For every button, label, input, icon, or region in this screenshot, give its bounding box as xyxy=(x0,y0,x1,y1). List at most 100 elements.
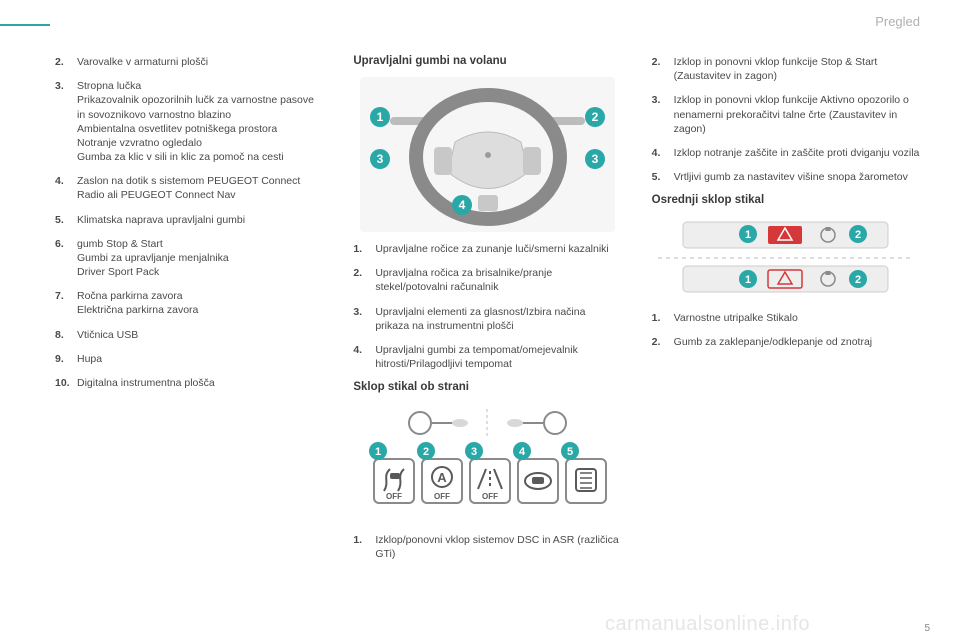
badge-2: 2 xyxy=(592,110,599,124)
svg-text:3: 3 xyxy=(471,446,477,458)
item-text: Zaslon na dotik s sistemom PEUGEOT Conne… xyxy=(77,174,323,202)
item-text: Izklop in ponovni vklop funkcije Aktivno… xyxy=(674,93,920,136)
badge-3l: 3 xyxy=(377,152,384,166)
item-number: 2. xyxy=(652,55,674,83)
item-number: 10. xyxy=(55,376,77,390)
item-text: Varovalke v armaturni plošči xyxy=(77,55,323,69)
item-number: 8. xyxy=(55,328,77,342)
list-item: 6.gumb Stop & StartGumbi za upravljanje … xyxy=(55,237,323,280)
center-switches-figure: 1 2 1 2 xyxy=(652,216,920,301)
watermark: carmanualsonline.info xyxy=(605,613,810,636)
list-item: 4.Upravljalni gumbi za tempomat/omejeval… xyxy=(353,343,621,371)
list-item: 9.Hupa xyxy=(55,352,323,366)
item-number: 2. xyxy=(353,266,375,294)
item-text: Izklop/ponovni vklop sistemov DSC in ASR… xyxy=(375,533,621,561)
list-item: 2.Varovalke v armaturni plošči xyxy=(55,55,323,69)
list-item: 1.Varnostne utripalke Stikalo xyxy=(652,311,920,325)
cb-2b: 2 xyxy=(855,274,861,286)
item-text: Upravljalni gumbi za tempomat/omejevalni… xyxy=(375,343,621,371)
list-item: 1.Izklop/ponovni vklop sistemov DSC in A… xyxy=(353,533,621,561)
steering-wheel-figure: 1 2 3 3 4 xyxy=(353,77,621,232)
item-text: Klimatska naprava upravljalni gumbi xyxy=(77,213,323,227)
svg-text:A: A xyxy=(437,470,447,485)
list-item: 3.Izklop in ponovni vklop funkcije Aktiv… xyxy=(652,93,920,136)
item-text: Vrtljivi gumb za nastavitev višine snopa… xyxy=(674,170,920,184)
cb-1b: 1 xyxy=(745,274,751,286)
col1-list: 2.Varovalke v armaturni plošči3.Stropna … xyxy=(55,55,323,390)
item-number: 4. xyxy=(353,343,375,371)
badge-1: 1 xyxy=(377,110,384,124)
item-number: 1. xyxy=(353,242,375,256)
item-text: gumb Stop & StartGumbi za upravljanje me… xyxy=(77,237,323,280)
item-text: Vtičnica USB xyxy=(77,328,323,342)
item-number: 2. xyxy=(55,55,77,69)
item-number: 1. xyxy=(652,311,674,325)
side-switches-svg: OFF A OFF OFF 1 2 3 4 5 xyxy=(360,403,615,523)
page-section-title: Pregled xyxy=(875,14,920,29)
column-2: Upravljalni gumbi na volanu 1 xyxy=(353,55,621,572)
center-switches-svg: 1 2 1 2 xyxy=(658,216,913,301)
item-number: 5. xyxy=(55,213,77,227)
list-item: 8.Vtičnica USB xyxy=(55,328,323,342)
side-list: 1.Izklop/ponovni vklop sistemov DSC in A… xyxy=(353,533,621,561)
svg-text:5: 5 xyxy=(567,446,573,458)
item-text: Upravljalni elementi za glasnost/Izbira … xyxy=(375,305,621,333)
badge-3r: 3 xyxy=(592,152,599,166)
list-item: 2.Izklop in ponovni vklop funkcije Stop … xyxy=(652,55,920,83)
svg-text:2: 2 xyxy=(423,446,429,458)
cb-2t: 2 xyxy=(855,229,861,241)
list-item: 5.Vrtljivi gumb za nastavitev višine sno… xyxy=(652,170,920,184)
page-number: 5 xyxy=(924,623,930,634)
item-text: Ročna parkirna zavoraElektrična parkirna… xyxy=(77,289,323,317)
item-number: 7. xyxy=(55,289,77,317)
svg-text:4: 4 xyxy=(519,446,526,458)
item-text: Upravljalne ročice za zunanje luči/smern… xyxy=(375,242,621,256)
svg-text:1: 1 xyxy=(375,446,381,458)
item-number: 3. xyxy=(652,93,674,136)
list-item: 4.Zaslon na dotik s sistemom PEUGEOT Con… xyxy=(55,174,323,202)
svg-text:OFF: OFF xyxy=(434,492,450,501)
content-columns: 2.Varovalke v armaturni plošči3.Stropna … xyxy=(55,55,920,572)
list-item: 5.Klimatska naprava upravljalni gumbi xyxy=(55,213,323,227)
list-item: 3.Stropna lučkaPrikazovalnik opozorilnih… xyxy=(55,79,323,164)
list-item: 1.Upravljalne ročice za zunanje luči/sme… xyxy=(353,242,621,256)
item-number: 4. xyxy=(55,174,77,202)
svg-text:OFF: OFF xyxy=(482,492,498,501)
item-number: 6. xyxy=(55,237,77,280)
badge-4: 4 xyxy=(459,198,466,212)
item-number: 3. xyxy=(353,305,375,333)
center-list: 1.Varnostne utripalke Stikalo2.Gumb za z… xyxy=(652,311,920,349)
item-text: Gumb za zaklepanje/odklepanje od znotraj xyxy=(674,335,920,349)
item-number: 9. xyxy=(55,352,77,366)
item-number: 5. xyxy=(652,170,674,184)
wheel-list: 1.Upravljalne ročice za zunanje luči/sme… xyxy=(353,242,621,371)
list-item: 3.Upravljalni elementi za glasnost/Izbir… xyxy=(353,305,621,333)
column-3: 2.Izklop in ponovni vklop funkcije Stop … xyxy=(652,55,920,572)
item-text: Izklop notranje zaščite in zaščite proti… xyxy=(674,146,920,160)
item-number: 1. xyxy=(353,533,375,561)
header-accent-line xyxy=(0,24,50,26)
column-1: 2.Varovalke v armaturni plošči3.Stropna … xyxy=(55,55,323,572)
item-text: Digitalna instrumentna plošča xyxy=(77,376,323,390)
item-number: 3. xyxy=(55,79,77,164)
item-text: Varnostne utripalke Stikalo xyxy=(674,311,920,325)
item-text: Upravljalna ročica za brisalnike/pranje … xyxy=(375,266,621,294)
list-item: 2.Upravljalna ročica za brisalnike/pranj… xyxy=(353,266,621,294)
item-text: Hupa xyxy=(77,352,323,366)
steering-wheel-svg: 1 2 3 3 4 xyxy=(360,77,615,232)
svg-text:OFF: OFF xyxy=(386,492,402,501)
section-title-side: Sklop stikal ob strani xyxy=(353,381,621,393)
cb-1t: 1 xyxy=(745,229,751,241)
side-switches-figure: OFF A OFF OFF 1 2 3 4 5 xyxy=(353,403,621,523)
list-item: 4.Izklop notranje zaščite in zaščite pro… xyxy=(652,146,920,160)
item-text: Stropna lučkaPrikazovalnik opozorilnih l… xyxy=(77,79,323,164)
section-title-wheel: Upravljalni gumbi na volanu xyxy=(353,55,621,67)
section-title-center: Osrednji sklop stikal xyxy=(652,194,920,206)
col3-top-list: 2.Izklop in ponovni vklop funkcije Stop … xyxy=(652,55,920,184)
item-number: 2. xyxy=(652,335,674,349)
item-number: 4. xyxy=(652,146,674,160)
list-item: 7.Ročna parkirna zavoraElektrična parkir… xyxy=(55,289,323,317)
list-item: 2.Gumb za zaklepanje/odklepanje od znotr… xyxy=(652,335,920,349)
list-item: 10.Digitalna instrumentna plošča xyxy=(55,376,323,390)
item-text: Izklop in ponovni vklop funkcije Stop & … xyxy=(674,55,920,83)
